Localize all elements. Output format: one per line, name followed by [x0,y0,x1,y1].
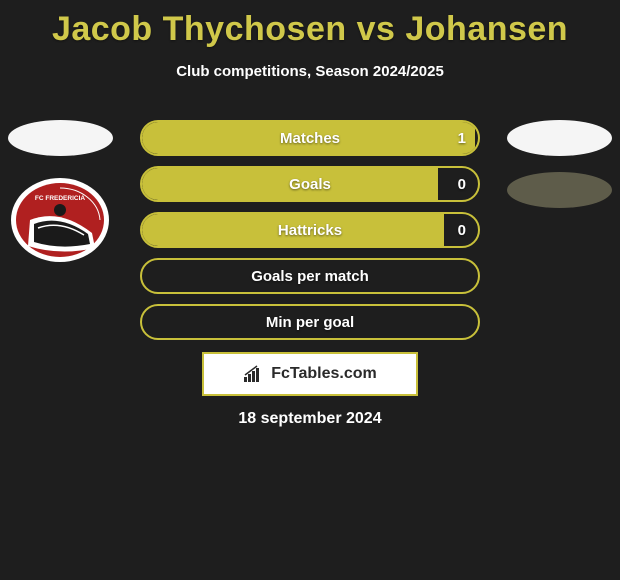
stat-label: Goals [142,168,478,200]
source-text: FcTables.com [271,365,377,383]
stat-label: Goals per match [142,260,478,292]
club-logo: FC FREDERICIA [10,178,110,263]
stats-container: Matches 1 Goals 0 Hattricks 0 Goals per … [140,120,480,350]
subtitle: Club competitions, Season 2024/2025 [0,63,620,80]
source-box: FcTables.com [202,352,418,396]
stat-label: Min per goal [142,306,478,338]
stat-row-min-per-goal: Min per goal [140,304,480,340]
date-text: 18 september 2024 [0,410,620,428]
chart-icon [243,365,265,383]
player-left-oval [8,120,113,156]
club-logo-text: FC FREDERICIA [35,195,86,202]
stat-value: 0 [458,168,466,200]
stat-row-matches: Matches 1 [140,120,480,156]
stat-row-hattricks: Hattricks 0 [140,212,480,248]
stat-label: Hattricks [142,214,478,246]
player-right-oval-bottom [507,172,612,208]
page-title: Jacob Thychosen vs Johansen [0,0,620,49]
stat-label: Matches [142,122,478,154]
stat-row-goals: Goals 0 [140,166,480,202]
stat-value: 1 [458,122,466,154]
stat-row-goals-per-match: Goals per match [140,258,480,294]
player-right-oval-top [507,120,612,156]
stat-value: 0 [458,214,466,246]
